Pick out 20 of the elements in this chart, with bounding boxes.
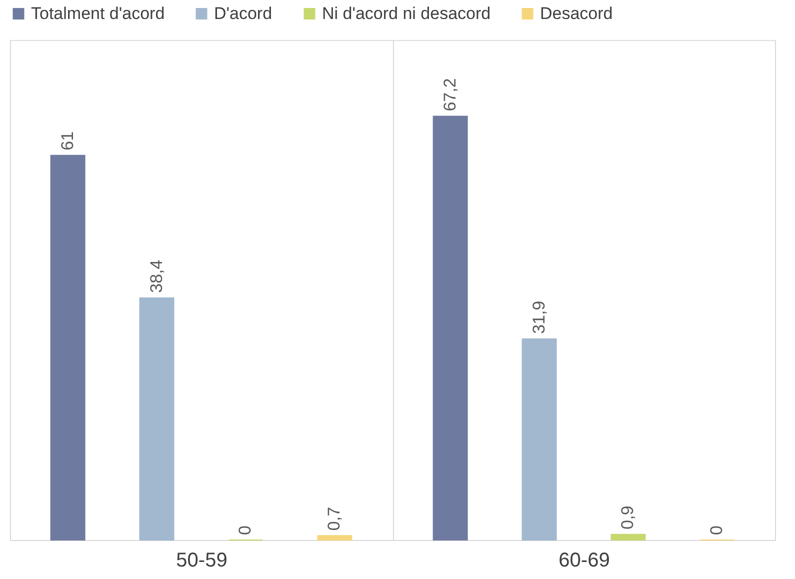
bar <box>432 116 468 540</box>
bar <box>139 297 174 540</box>
bar <box>610 534 646 540</box>
legend-label: Desacord <box>540 4 613 23</box>
x-tick-label: 50-59 <box>176 550 228 572</box>
data-label: 0 <box>236 526 255 535</box>
data-label: 0 <box>707 526 726 535</box>
data-label: 0,7 <box>324 506 344 531</box>
data-label: 31,9 <box>529 300 548 334</box>
legend-label: Ni d'acord ni desacord <box>322 4 491 23</box>
data-label: 61 <box>58 131 77 150</box>
legend-label: Totalment d'acord <box>31 4 165 23</box>
x-tick-label: 60-69 <box>558 550 610 572</box>
data-label: 38,4 <box>146 260 166 293</box>
data-label: 67,2 <box>440 78 460 112</box>
legend-label: D'acord <box>214 4 272 23</box>
bar <box>317 535 352 540</box>
bar <box>522 338 557 540</box>
data-label: 0,9 <box>618 506 638 530</box>
bar <box>50 154 86 540</box>
